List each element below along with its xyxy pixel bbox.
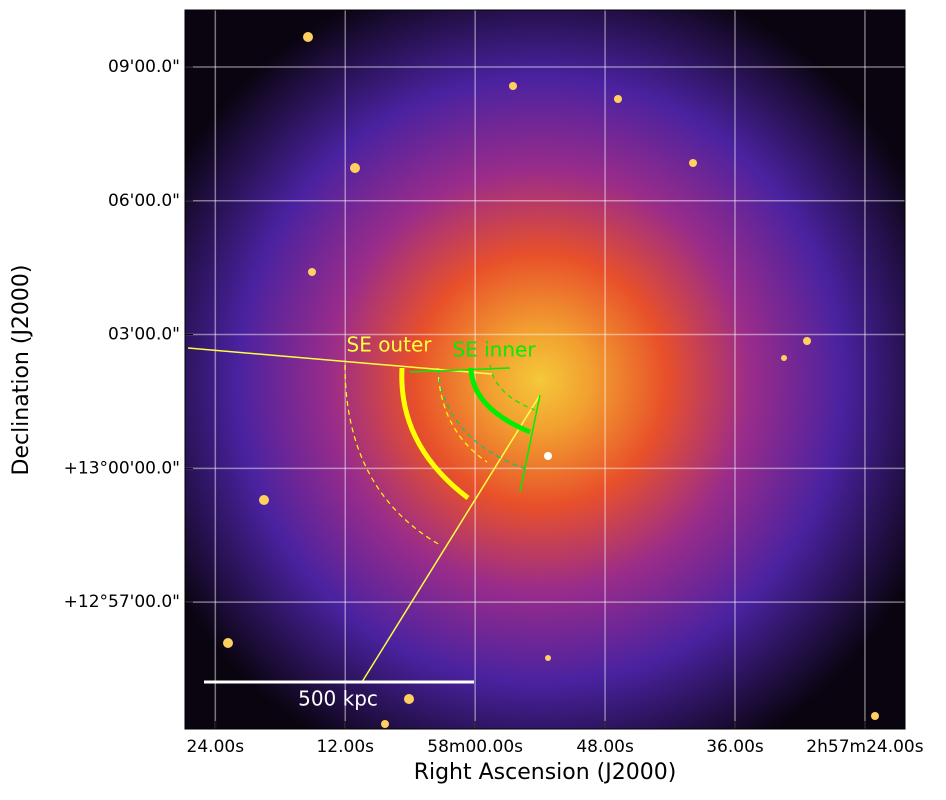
annotation: 500 kpc [298,687,378,711]
y-tick-label: 09'00.0" [108,57,180,77]
y-axis-title: Declination (J2000) [9,265,34,476]
x-tick-label: 48.00s [576,737,634,757]
x-tick-label: 2h57m24.00s [806,737,923,757]
x-tick-label: 24.00s [187,737,245,757]
regions [187,347,541,684]
x-axis-title: Right Ascension (J2000) [414,760,677,785]
y-tick-label: 06'00.0" [108,191,180,211]
x-tick-label: 58m00.00s [427,737,523,757]
y-tick-label: +13°00'00.0" [64,458,180,478]
y-tick-label: +12°57'00.0" [64,592,180,612]
annotation: SE outer [347,333,433,357]
x-tick-label: 12.00s [316,737,374,757]
annotation: SE inner [452,338,536,362]
y-tick-label: 03'00.0" [108,325,180,345]
image [185,10,905,729]
x-tick-label: 36.00s [706,737,764,757]
frame [184,9,906,730]
